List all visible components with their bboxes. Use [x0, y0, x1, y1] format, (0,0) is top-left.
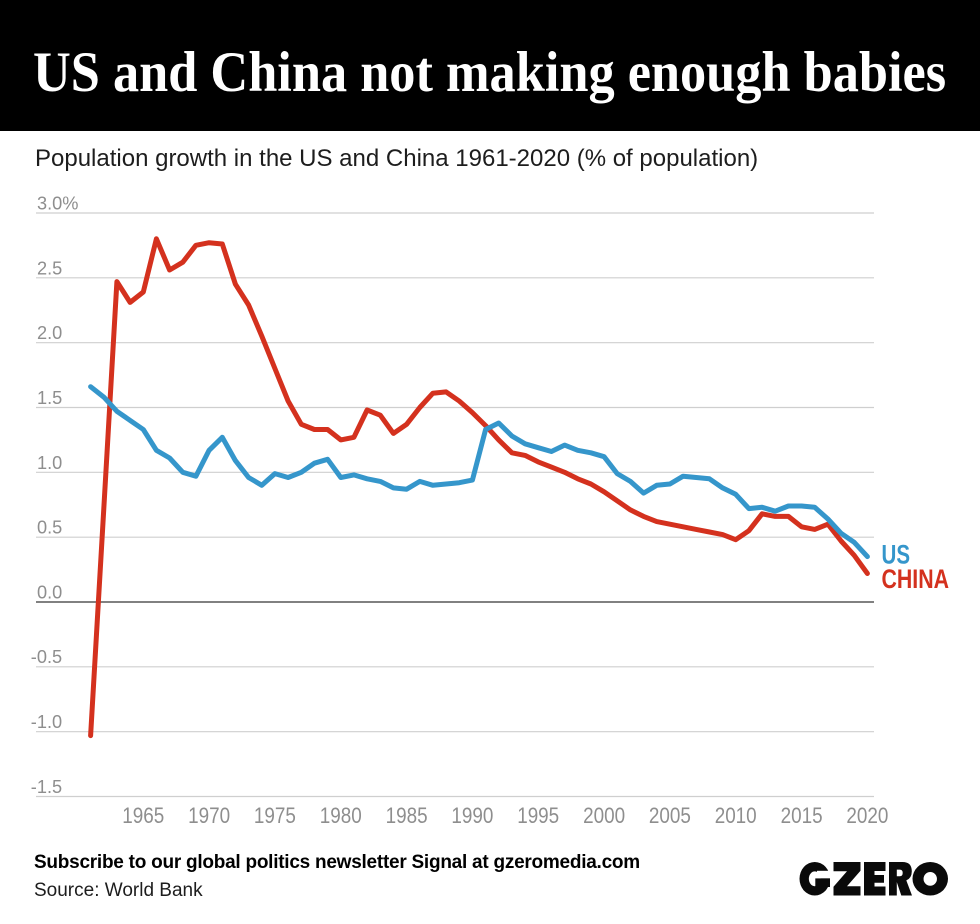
svg-text:2020: 2020: [846, 803, 888, 828]
svg-text:1985: 1985: [386, 803, 428, 828]
svg-text:1990: 1990: [451, 803, 493, 828]
svg-text:3.0%: 3.0%: [37, 194, 78, 214]
svg-text:2000: 2000: [583, 803, 625, 828]
svg-text:2.0: 2.0: [37, 323, 62, 343]
svg-text:1980: 1980: [320, 803, 362, 828]
svg-text:2010: 2010: [715, 803, 757, 828]
svg-text:1965: 1965: [122, 803, 164, 828]
svg-text:2015: 2015: [781, 803, 823, 828]
svg-text:1995: 1995: [517, 803, 559, 828]
svg-text:CHINA: CHINA: [882, 564, 950, 594]
svg-text:2005: 2005: [649, 803, 691, 828]
svg-text:-0.5: -0.5: [31, 647, 62, 667]
svg-text:0.0: 0.0: [37, 583, 62, 603]
svg-text:1975: 1975: [254, 803, 296, 828]
svg-text:-1.0: -1.0: [31, 712, 62, 732]
svg-text:1970: 1970: [188, 803, 230, 828]
svg-text:1.5: 1.5: [37, 388, 62, 408]
svg-text:0.5: 0.5: [37, 518, 62, 538]
svg-text:1.0: 1.0: [37, 453, 62, 473]
svg-text:-1.5: -1.5: [31, 777, 62, 797]
svg-text:2.5: 2.5: [37, 258, 62, 278]
svg-text:US: US: [882, 540, 911, 570]
